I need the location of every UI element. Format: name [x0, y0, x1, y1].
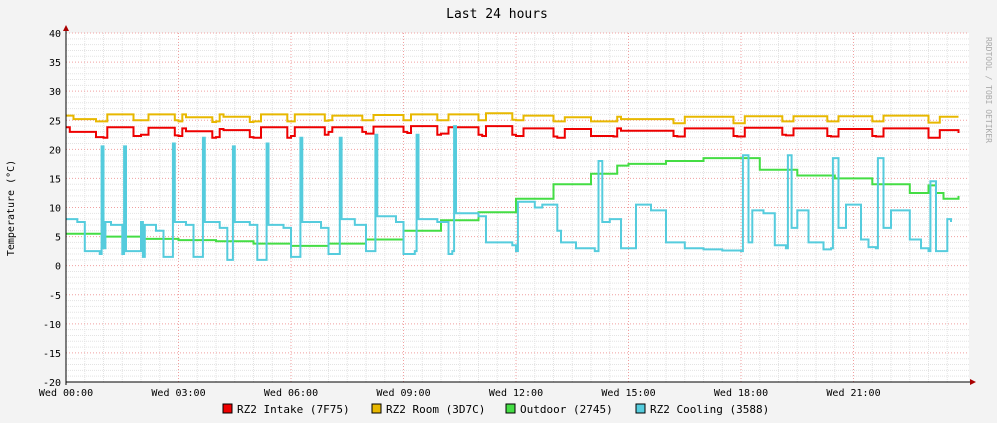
x-tick-label: Wed 03:00 — [151, 388, 205, 399]
y-tick-label: 30 — [49, 87, 61, 98]
y-axis-arrow — [63, 25, 69, 31]
y-tick-label: 5 — [55, 233, 61, 244]
major-grid — [66, 32, 969, 382]
y-axis-tick-labels: 40 35 30 25 20 15 10 5 0 -5 -10 -15 -20 — [43, 29, 61, 389]
legend-label: Outdoor (2745) — [520, 403, 613, 416]
y-tick-label: -10 — [43, 320, 61, 331]
y-tick-label: 20 — [49, 145, 61, 156]
y-tick-label: -5 — [49, 291, 61, 302]
legend-label: RZ2 Intake (7F75) — [237, 403, 350, 416]
y-tick-label: 10 — [49, 204, 61, 215]
y-tick-label: 0 — [55, 262, 61, 273]
x-tick-label: Wed 12:00 — [489, 388, 543, 399]
series-lines — [66, 112, 960, 261]
legend-label: RZ2 Room (3D7C) — [386, 403, 485, 416]
x-tick-label: Wed 00:00 — [39, 388, 93, 399]
series-line-3 — [66, 157, 960, 247]
y-tick-label: 25 — [49, 116, 61, 127]
x-axis-tick-labels: Wed 00:00 Wed 03:00 Wed 06:00 Wed 09:00 Wed … — [39, 388, 881, 399]
series-line-2 — [66, 112, 959, 125]
x-tick-label: Wed 15:00 — [601, 388, 655, 399]
legend-swatch — [505, 403, 516, 414]
x-tick-label: Wed 21:00 — [826, 388, 880, 399]
legend-swatch — [635, 403, 646, 414]
y-tick-label: 40 — [49, 29, 61, 40]
minor-grid — [66, 33, 969, 382]
x-tick-label: Wed 18:00 — [714, 388, 768, 399]
y-tick-label: 15 — [49, 174, 61, 185]
x-axis-arrow — [970, 379, 976, 385]
y-axis-label: Temperature (°C) — [6, 160, 17, 256]
x-tick-label: Wed 06:00 — [264, 388, 318, 399]
y-tick-label: 35 — [49, 58, 61, 69]
series-line-4 — [66, 125, 952, 261]
x-tick-label: Wed 09:00 — [376, 388, 430, 399]
chart-title: Last 24 hours — [446, 7, 548, 22]
legend-swatch — [371, 403, 382, 414]
rrdtool-credit: RRDTOOL / TOBI OETIKER — [984, 37, 993, 143]
legend-label: RZ2 Cooling (3588) — [650, 403, 769, 416]
legend: RZ2 Intake (7F75) RZ2 Room (3D7C) Outdoor … — [222, 403, 769, 416]
series-line-1 — [66, 125, 960, 139]
y-tick-label: -15 — [43, 349, 61, 360]
y-tick-label: -20 — [43, 378, 61, 389]
legend-swatch — [222, 403, 233, 414]
